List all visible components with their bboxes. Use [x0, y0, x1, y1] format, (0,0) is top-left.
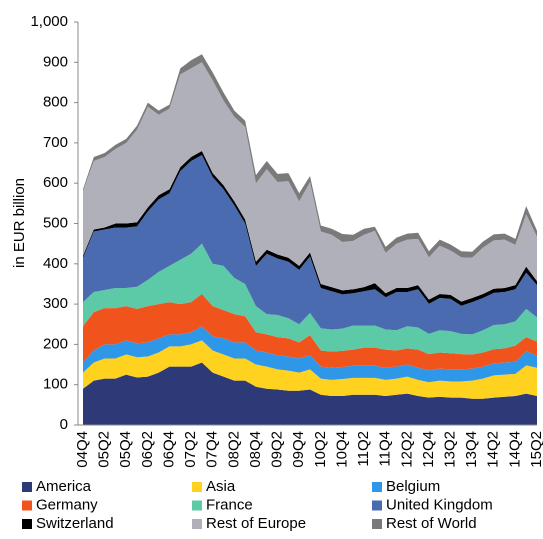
area	[83, 340, 537, 399]
y-axis-label: in EUR billion	[11, 178, 28, 268]
x-tick-label: 12Q2	[398, 431, 415, 468]
x-tick-label: 08Q4	[247, 431, 264, 468]
legend-label: Asia	[206, 478, 236, 495]
legend-swatch	[22, 519, 32, 529]
x-tick-label: 15Q2	[528, 431, 543, 468]
x-tick-label: 13Q2	[441, 431, 458, 468]
legend-swatch	[372, 519, 382, 529]
legend-swatch	[22, 482, 32, 492]
legend-swatch	[192, 482, 202, 492]
y-tick-label: 800	[43, 94, 68, 111]
x-tick-label: 10Q4	[333, 431, 350, 468]
legend-swatch	[372, 482, 382, 492]
area	[83, 243, 537, 355]
x-tick-label: 14Q4	[506, 431, 523, 468]
x-tick-label: 09Q2	[269, 431, 286, 468]
x-tick-label: 14Q2	[485, 431, 502, 468]
y-tick-label: 500	[43, 214, 68, 231]
x-tick-label: 09Q4	[290, 431, 307, 468]
y-tick-label: 900	[43, 53, 68, 70]
area	[83, 154, 537, 335]
legend-label: Belgium	[386, 478, 440, 495]
legend-swatch	[372, 500, 382, 511]
y-tick-label: 700	[43, 134, 68, 151]
legend-label: Germany	[36, 496, 98, 513]
x-tick-label: 10Q2	[312, 431, 329, 468]
area	[83, 326, 537, 383]
x-tick-label: 05Q2	[96, 431, 113, 468]
x-tick-label: 06Q4	[160, 431, 177, 468]
x-tick-label: 12Q4	[420, 431, 437, 468]
x-tick-label: 11Q4	[377, 431, 394, 467]
y-tick-label: 1,000	[30, 13, 68, 30]
legend-swatch	[22, 500, 32, 511]
x-tick-label: 05Q4	[117, 431, 134, 468]
legend-label: France	[206, 496, 253, 513]
legend-label: United Kingdom	[386, 496, 493, 513]
x-tick-label: 13Q4	[463, 431, 480, 468]
area	[83, 362, 537, 425]
area	[83, 54, 537, 258]
y-tick-label: 200	[43, 335, 68, 352]
x-tick-label: 08Q2	[225, 431, 242, 468]
y-tick-label: 400	[43, 255, 68, 272]
legend-swatch	[192, 519, 202, 529]
x-tick-label: 07Q2	[182, 431, 199, 468]
legend-label: Switzerland	[36, 515, 114, 532]
legend-label: Rest of World	[386, 515, 477, 532]
legend-label: Rest of Europe	[206, 515, 306, 532]
legend-label: America	[36, 478, 92, 495]
x-tick-label: 06Q2	[139, 431, 156, 468]
x-tick-label: 07Q4	[204, 431, 221, 468]
y-tick-label: 300	[43, 295, 68, 312]
y-tick-label: 100	[43, 376, 68, 393]
x-tick-label: 11Q2	[355, 431, 372, 467]
y-tick-label: 0	[60, 416, 68, 433]
legend-swatch	[192, 500, 202, 511]
area	[83, 294, 537, 371]
x-tick-label: 04Q4	[74, 431, 91, 468]
y-tick-label: 600	[43, 174, 68, 191]
area	[83, 150, 537, 306]
